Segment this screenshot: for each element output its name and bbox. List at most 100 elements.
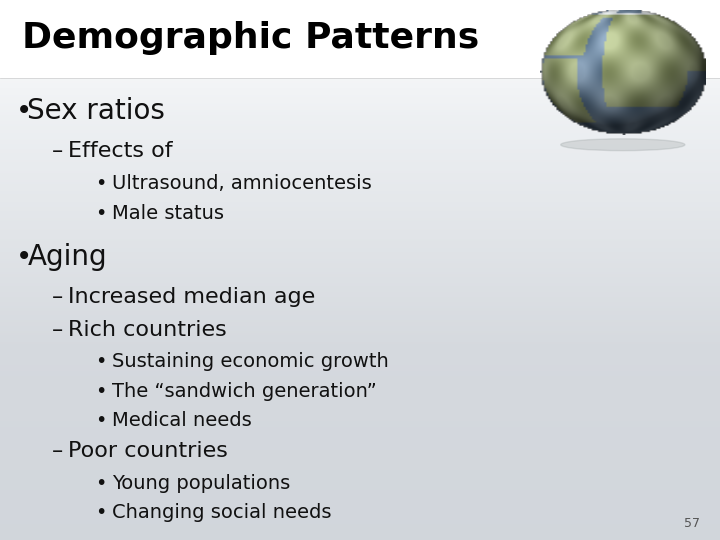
Bar bbox=[0, 65, 720, 66]
Bar bbox=[0, 158, 720, 160]
Bar bbox=[0, 339, 720, 340]
Bar bbox=[0, 279, 720, 281]
Bar bbox=[0, 470, 720, 471]
Text: •: • bbox=[95, 382, 107, 401]
Bar bbox=[0, 250, 720, 252]
Bar bbox=[0, 502, 720, 504]
Bar bbox=[0, 22, 720, 23]
Bar bbox=[0, 79, 720, 81]
Bar bbox=[0, 407, 720, 409]
Bar bbox=[0, 326, 720, 328]
Bar bbox=[0, 231, 720, 232]
Bar bbox=[0, 421, 720, 423]
Bar bbox=[0, 18, 720, 20]
Bar bbox=[0, 320, 720, 322]
Bar bbox=[0, 126, 720, 128]
Bar bbox=[0, 150, 720, 151]
Bar bbox=[0, 319, 720, 320]
Bar bbox=[0, 439, 720, 441]
Bar bbox=[0, 328, 720, 329]
Bar bbox=[0, 371, 720, 373]
Text: Increased median age: Increased median age bbox=[68, 287, 315, 307]
Bar bbox=[0, 409, 720, 410]
Bar bbox=[0, 369, 720, 371]
Bar bbox=[0, 45, 720, 47]
Bar bbox=[0, 497, 720, 498]
Bar bbox=[0, 29, 720, 31]
Bar bbox=[0, 533, 720, 535]
Bar bbox=[0, 313, 720, 315]
Bar bbox=[0, 103, 720, 104]
Bar bbox=[0, 234, 720, 236]
Bar bbox=[0, 58, 720, 59]
Bar bbox=[0, 248, 720, 250]
Bar bbox=[0, 448, 720, 450]
Bar bbox=[0, 376, 720, 378]
Text: 57: 57 bbox=[684, 517, 700, 530]
Text: •: • bbox=[95, 474, 107, 492]
Bar bbox=[0, 32, 720, 34]
Bar bbox=[0, 140, 720, 142]
Bar bbox=[0, 0, 720, 2]
Bar bbox=[0, 322, 720, 324]
Bar bbox=[0, 137, 720, 139]
Bar bbox=[0, 531, 720, 533]
Bar bbox=[0, 403, 720, 405]
Bar bbox=[0, 133, 720, 135]
Bar bbox=[0, 292, 720, 293]
Bar bbox=[0, 459, 720, 461]
Bar bbox=[0, 171, 720, 173]
Bar bbox=[0, 312, 720, 313]
Bar bbox=[0, 268, 720, 270]
Bar bbox=[0, 356, 720, 358]
Text: Aging: Aging bbox=[27, 243, 107, 271]
Bar bbox=[0, 130, 720, 131]
Bar bbox=[0, 444, 720, 447]
Bar bbox=[0, 151, 720, 153]
Bar bbox=[0, 412, 720, 414]
Bar bbox=[0, 387, 720, 389]
Bar bbox=[0, 194, 720, 196]
Bar bbox=[0, 117, 720, 119]
Bar bbox=[0, 108, 720, 110]
Bar bbox=[0, 430, 720, 432]
Bar bbox=[0, 281, 720, 282]
Bar bbox=[0, 349, 720, 351]
Bar bbox=[0, 517, 720, 518]
Bar bbox=[0, 167, 720, 169]
Bar bbox=[0, 207, 720, 209]
Bar bbox=[0, 42, 720, 43]
Bar bbox=[0, 474, 720, 475]
Bar bbox=[0, 157, 720, 158]
Bar bbox=[0, 508, 720, 509]
Text: Sustaining economic growth: Sustaining economic growth bbox=[112, 352, 388, 371]
Bar bbox=[0, 471, 720, 474]
Bar bbox=[0, 182, 720, 184]
Bar bbox=[0, 83, 720, 85]
Bar bbox=[0, 275, 720, 277]
Bar bbox=[0, 309, 720, 312]
Bar bbox=[0, 393, 720, 394]
Bar bbox=[0, 34, 720, 36]
Bar bbox=[0, 405, 720, 407]
Bar bbox=[0, 373, 720, 374]
Bar bbox=[0, 509, 720, 511]
Bar bbox=[0, 254, 720, 255]
Bar bbox=[0, 106, 720, 108]
Text: The “sandwich generation”: The “sandwich generation” bbox=[112, 382, 377, 401]
Bar bbox=[0, 363, 720, 366]
Bar bbox=[0, 528, 720, 529]
Bar bbox=[0, 77, 720, 79]
Bar bbox=[0, 97, 720, 99]
Bar bbox=[0, 174, 720, 177]
Bar bbox=[0, 346, 720, 347]
Bar bbox=[0, 355, 720, 356]
Bar bbox=[0, 11, 720, 12]
Bar bbox=[0, 335, 720, 336]
Bar bbox=[0, 468, 720, 470]
Bar bbox=[0, 216, 720, 218]
Bar bbox=[0, 515, 720, 517]
Bar bbox=[0, 529, 720, 531]
Bar bbox=[0, 193, 720, 194]
Bar bbox=[0, 49, 720, 50]
